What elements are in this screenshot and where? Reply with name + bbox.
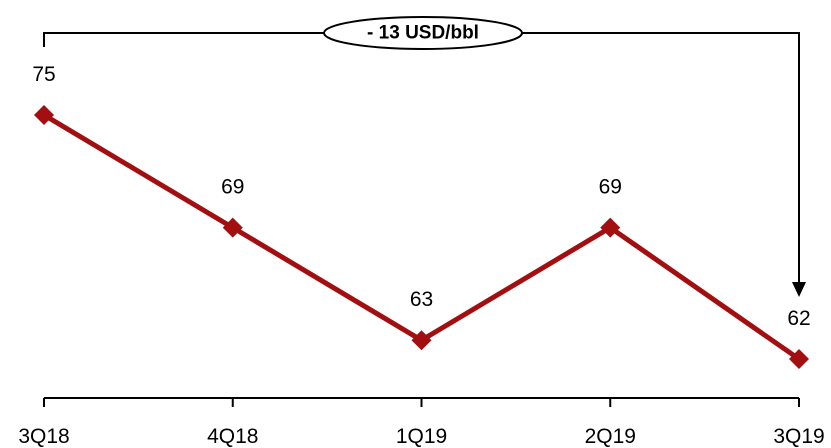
data-point-1Q19 xyxy=(411,330,432,351)
series-line xyxy=(41,112,802,362)
data-label-1Q19: 63 xyxy=(410,288,433,311)
data-label-4Q18: 69 xyxy=(221,176,244,199)
data-point-4Q18 xyxy=(222,217,243,238)
x-tick-label-4Q18: 4Q18 xyxy=(207,425,258,448)
series-layer xyxy=(34,105,809,369)
change-annotation: - 13 USD/bbl xyxy=(43,16,806,297)
data-labels: 75 69 63 69 62 xyxy=(32,63,810,330)
data-point-3Q18 xyxy=(34,105,54,125)
annotation-label: - 13 USD/bbl xyxy=(367,23,479,44)
x-tick-label-3Q18: 3Q18 xyxy=(18,425,69,448)
annotation-arrowhead xyxy=(792,282,806,297)
x-axis: 3Q18 4Q18 1Q19 2Q19 3Q19 xyxy=(18,397,825,448)
x-tick-label-3Q19: 3Q19 xyxy=(773,425,824,448)
x-tick-label-2Q19: 2Q19 xyxy=(585,425,636,448)
annotation-bubble xyxy=(323,16,523,50)
data-label-3Q19: 62 xyxy=(787,307,810,330)
x-tick-label-1Q19: 1Q19 xyxy=(396,425,447,448)
data-point-3Q19 xyxy=(789,349,809,369)
annotation-bracket xyxy=(43,32,800,282)
data-label-3Q18: 75 xyxy=(32,63,55,86)
data-label-2Q19: 69 xyxy=(599,176,622,199)
data-point-2Q19 xyxy=(600,217,621,238)
